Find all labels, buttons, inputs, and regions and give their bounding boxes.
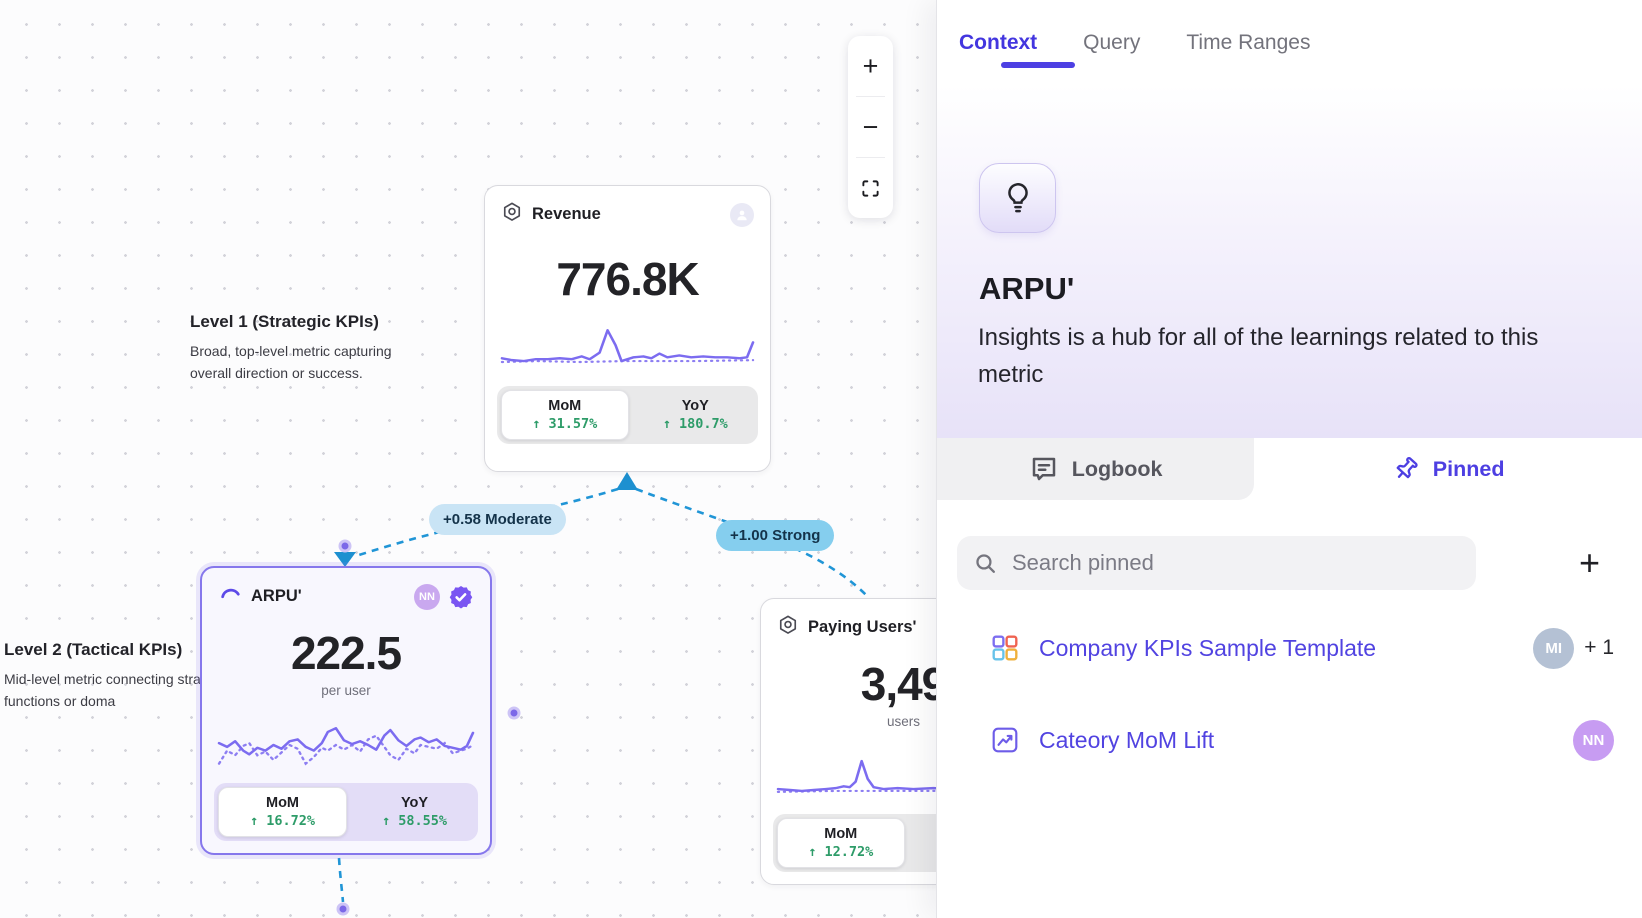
metric-card-arpu[interactable]: ARPU' NN 222.5 per user MoM ↑ 16.72% YoY xyxy=(200,566,492,855)
mom-label: MoM xyxy=(265,795,299,811)
level-2-description: Mid-level metric connecting strategy to … xyxy=(4,671,243,709)
user-avatar-icon xyxy=(730,202,754,227)
arc-metric-icon xyxy=(218,583,242,610)
pinned-item-label: Company KPIs Sample Template xyxy=(1039,634,1377,661)
mom-value: ↑ 12.72% xyxy=(808,844,874,860)
sparkline xyxy=(500,329,755,364)
avatar-nn: NN xyxy=(1573,719,1614,761)
hexagon-metric-icon xyxy=(777,614,799,641)
metric-value: 3,49 xyxy=(860,658,936,710)
sparkline xyxy=(217,726,475,766)
fit-view-button[interactable] xyxy=(848,158,893,218)
correlation-label-strong[interactable]: +1.00 Strong xyxy=(716,520,835,551)
metric-name-heading: ARPU' xyxy=(979,271,1075,306)
divider xyxy=(856,157,885,158)
template-grid-icon xyxy=(992,635,1018,661)
card-title: ARPU' xyxy=(251,587,302,605)
details-sidebar: Context Query Time Ranges ARPU' Insights… xyxy=(936,0,1642,918)
zoom-out-button[interactable]: − xyxy=(862,111,879,142)
hexagon-metric-icon xyxy=(501,201,523,228)
verified-check-icon xyxy=(448,584,474,610)
search-pinned-input[interactable] xyxy=(1012,550,1460,576)
level-1-description: Broad, top-level metric capturing overal… xyxy=(190,343,392,381)
correlation-label-moderate[interactable]: +0.58 Moderate xyxy=(429,504,566,535)
lightbulb-icon xyxy=(1007,183,1028,213)
tab-time-ranges[interactable]: Time Ranges xyxy=(1186,30,1311,54)
yoy-toggle-option[interactable]: YoY ↑ 58.55% xyxy=(351,783,478,841)
metric-description: Insights is a hub for all of the learnin… xyxy=(978,324,1539,389)
metric-unit: per user xyxy=(321,683,371,698)
tab-logbook[interactable]: Logbook xyxy=(937,438,1255,500)
owner-badge: NN xyxy=(414,583,440,610)
metric-card-revenue[interactable]: Revenue 776.8K MoM ↑ 31.57% YoY ↑ 180.7% xyxy=(484,185,771,472)
pinned-list: Company KPIs Sample Template MI + 1 Cate… xyxy=(937,624,1642,764)
yoy-value: ↑ 58.55% xyxy=(381,813,448,829)
period-toggle[interactable]: MoM ↑ 12.72% xyxy=(773,814,936,872)
level-2-title: Level 2 (Tactical KPIs) xyxy=(4,640,183,659)
edge-arpu-down xyxy=(337,857,345,903)
sidebar-tab-bar: Context Query Time Ranges xyxy=(937,0,1642,85)
pinned-item-cateory-mom-lift[interactable]: Cateory MoM Lift NN xyxy=(937,716,1642,764)
card-title: Paying Users' xyxy=(808,618,917,636)
tab-context[interactable]: Context xyxy=(959,30,1038,54)
insight-icon-tile xyxy=(979,163,1056,233)
level-1-title: Level 1 (Strategic KPIs) xyxy=(190,312,379,331)
yoy-label: YoY xyxy=(400,795,429,811)
arrowhead-into-revenue xyxy=(616,472,638,490)
sparkline xyxy=(776,759,936,793)
arrowhead-into-arpu xyxy=(334,552,356,567)
pinned-search-row: + xyxy=(957,536,1622,590)
search-box[interactable] xyxy=(957,536,1476,590)
metric-value: 222.5 xyxy=(290,627,402,679)
logbook-comment-icon xyxy=(1032,457,1055,481)
mom-toggle-option[interactable]: MoM ↑ 12.72% xyxy=(777,818,905,868)
yoy-toggle-option[interactable]: YoY ↑ 180.7% xyxy=(633,386,759,444)
divider xyxy=(856,96,885,97)
metric-value: 776.8K xyxy=(556,253,699,305)
yoy-label: YoY xyxy=(681,398,709,414)
yoy-value: ↑ 180.7% xyxy=(662,416,728,432)
edge-revenue-paying xyxy=(635,487,869,598)
level-1-annotation: Level 1 (Strategic KPIs) Broad, top-leve… xyxy=(190,312,425,384)
pushpin-icon xyxy=(1396,457,1418,479)
logbook-pinned-tab-bar: Logbook Pinned xyxy=(937,438,1642,500)
handle-arpu-right[interactable] xyxy=(507,706,521,720)
tab-query[interactable]: Query xyxy=(1083,30,1141,54)
add-pinned-button[interactable]: + xyxy=(1578,542,1600,583)
metric-unit: users xyxy=(886,714,920,729)
tab-pinned[interactable]: Pinned xyxy=(1254,438,1642,500)
handle-arpu-bottom[interactable] xyxy=(336,902,350,916)
search-icon xyxy=(976,553,995,573)
extra-collaborators-count: + 1 xyxy=(1584,636,1614,659)
fit-view-icon xyxy=(862,179,879,197)
canvas-zoom-toolbar: + − xyxy=(848,36,893,218)
metric-tree-canvas[interactable]: Level 1 (Strategic KPIs) Broad, top-leve… xyxy=(0,0,936,918)
mom-toggle-option[interactable]: MoM ↑ 31.57% xyxy=(501,390,629,440)
tab-logbook-label: Logbook xyxy=(1071,456,1163,481)
pinned-item-company-kpis[interactable]: Company KPIs Sample Template MI + 1 xyxy=(937,624,1642,672)
yoy-toggle-option[interactable] xyxy=(909,814,937,872)
level-2-annotation: Level 2 (Tactical KPIs) Mid-level metric… xyxy=(4,640,266,712)
chart-insight-icon xyxy=(992,727,1018,753)
zoom-in-button[interactable]: + xyxy=(862,50,879,81)
card-title: Revenue xyxy=(532,205,601,223)
mom-value: ↑ 16.72% xyxy=(249,813,316,829)
period-toggle[interactable]: MoM ↑ 31.57% YoY ↑ 180.7% xyxy=(497,386,758,444)
metric-card-paying-users[interactable]: Paying Users' 3,49 users MoM ↑ 12.72% xyxy=(760,598,936,885)
avatar-mi: MI xyxy=(1533,627,1575,669)
metric-hero-section: ARPU' Insights is a hub for all of the l… xyxy=(937,85,1642,438)
mom-label: MoM xyxy=(548,398,582,414)
tab-pinned-label: Pinned xyxy=(1432,456,1505,481)
pinned-item-label: Cateory MoM Lift xyxy=(1039,726,1215,753)
period-toggle[interactable]: MoM ↑ 16.72% YoY ↑ 58.55% xyxy=(214,783,478,841)
mom-label: MoM xyxy=(824,826,858,842)
active-tab-underline xyxy=(1001,62,1075,68)
mom-toggle-option[interactable]: MoM ↑ 16.72% xyxy=(218,787,347,837)
handle-arpu-top[interactable] xyxy=(338,539,352,553)
mom-value: ↑ 31.57% xyxy=(532,416,598,432)
